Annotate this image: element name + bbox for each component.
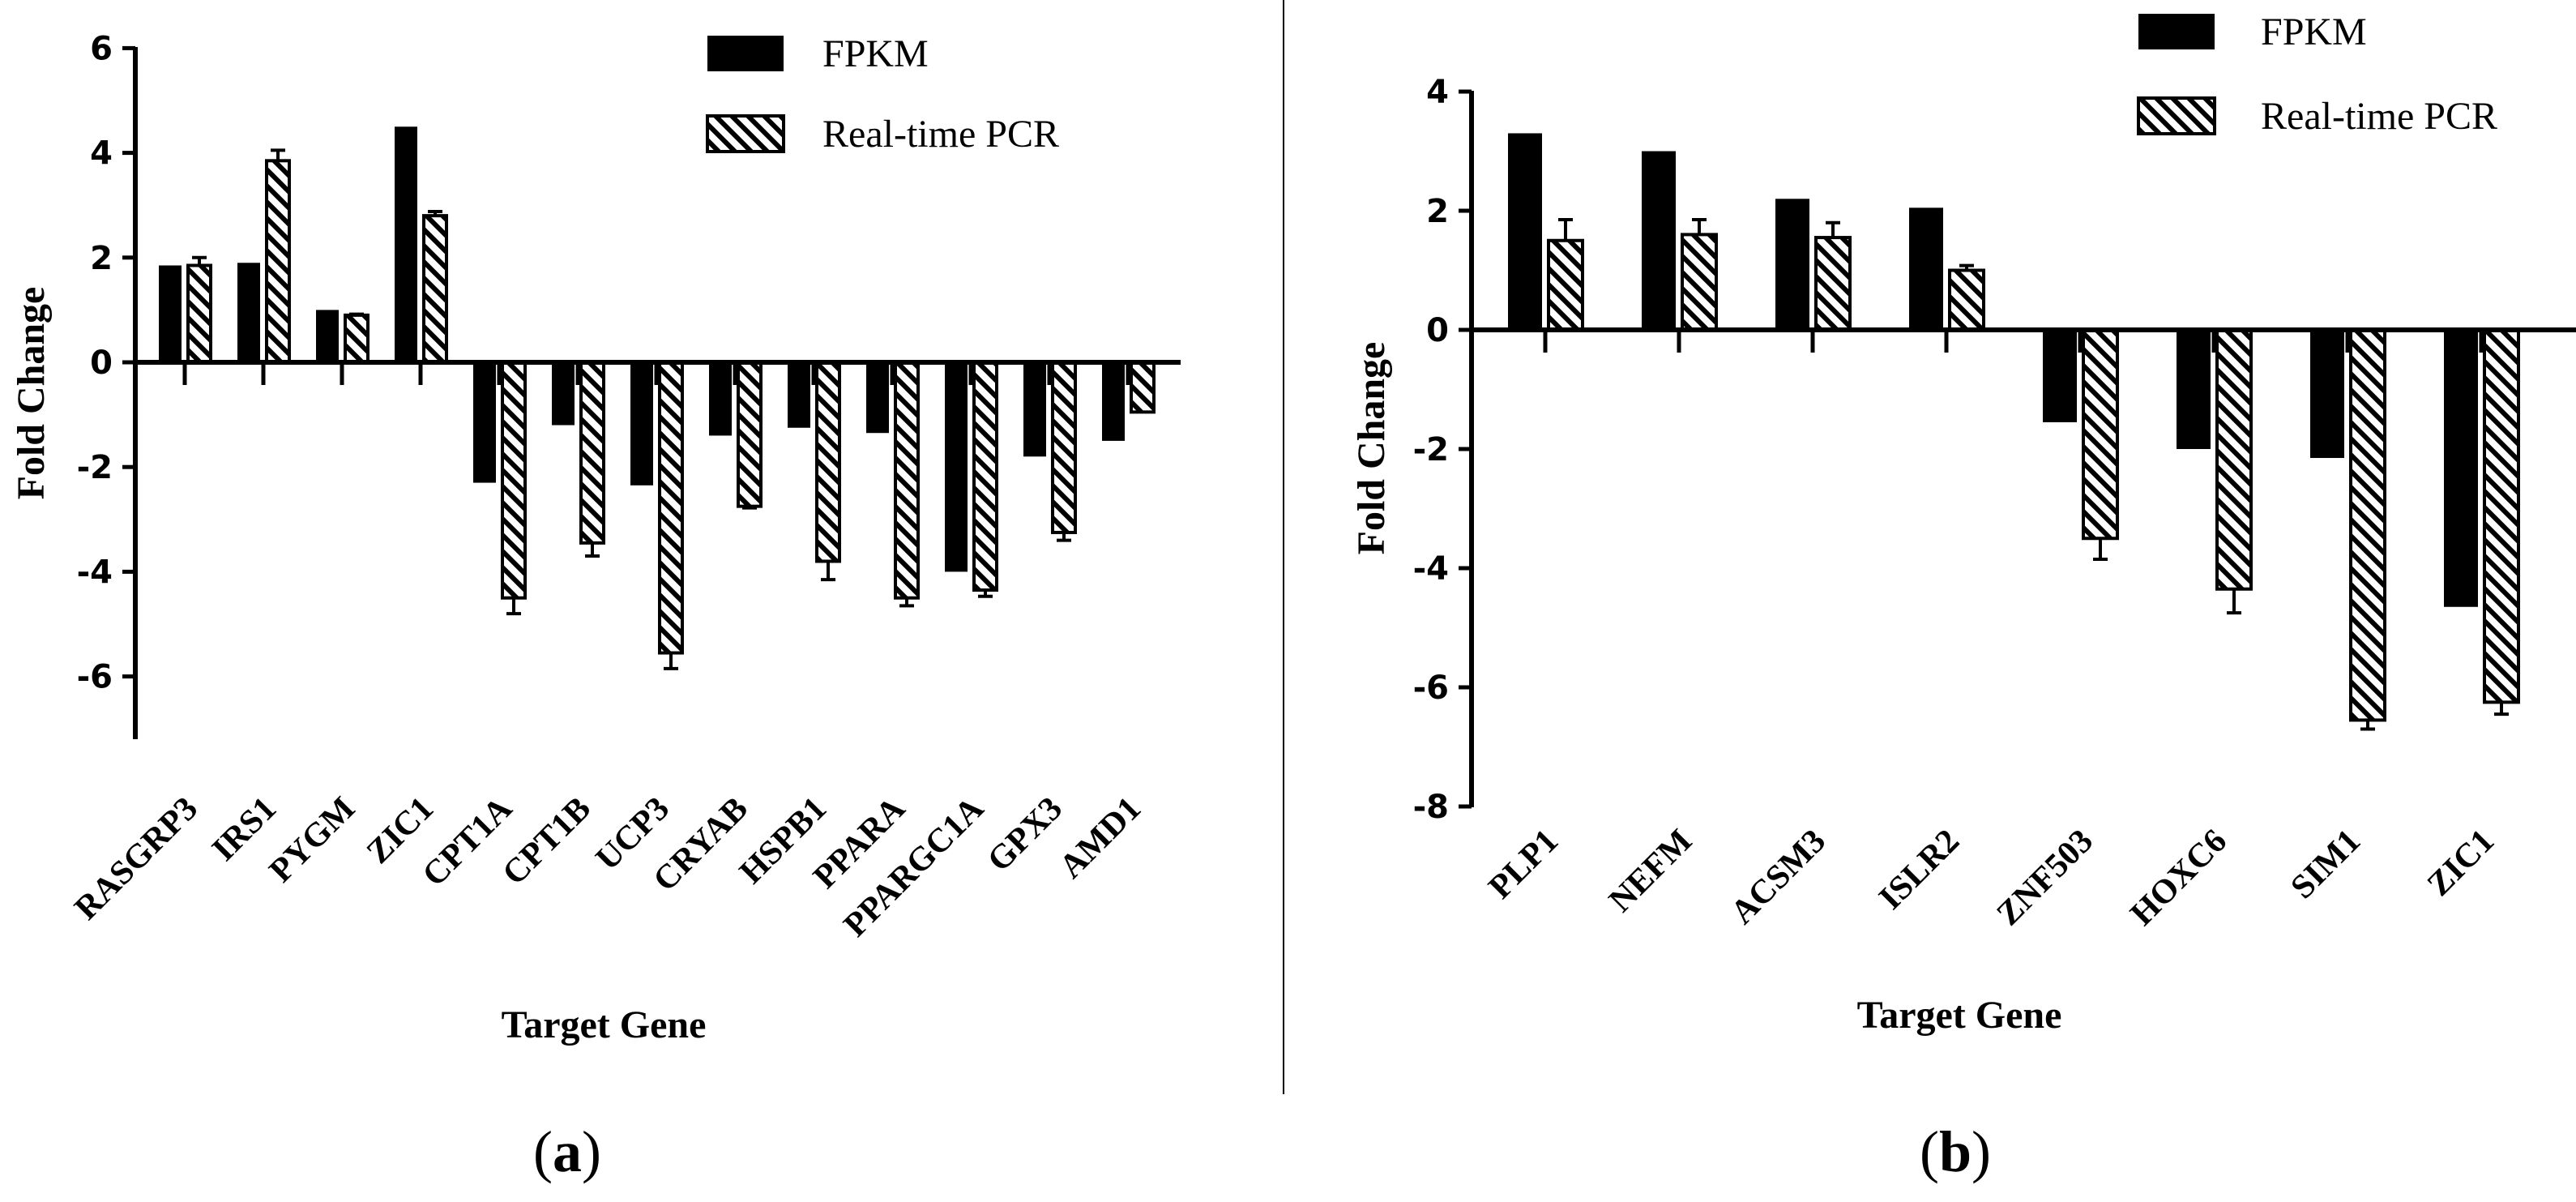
bar-real-time-pcr	[658, 361, 684, 655]
panel-a-y-axis-title: Fold Change	[10, 287, 53, 500]
bar-fpkm	[1023, 362, 1046, 457]
bar-real-time-pcr	[1681, 233, 1718, 332]
bar-real-time-pcr	[815, 361, 841, 563]
bar-fpkm	[1909, 207, 1943, 330]
y-tick-label: -4	[77, 554, 113, 591]
bar-real-time-pcr	[1547, 238, 1584, 332]
bar-real-time-pcr	[1814, 236, 1852, 332]
panel-b-y-axis-title: Fold Change	[1350, 342, 1393, 555]
y-tick-label: 4	[1426, 74, 1449, 111]
panel-a-legend-swatch-pcr	[706, 114, 785, 153]
panel-a-tag-letter: a	[553, 1119, 582, 1184]
bar-fpkm	[552, 362, 575, 426]
bar-real-time-pcr	[2082, 328, 2119, 541]
bar-real-time-pcr	[1948, 268, 1985, 332]
bar-real-time-pcr	[501, 361, 527, 600]
bar-fpkm	[2043, 330, 2077, 422]
y-tick-label: -6	[1413, 669, 1449, 707]
bar-fpkm	[2177, 330, 2211, 449]
bar-fpkm	[866, 362, 889, 434]
bar-fpkm	[945, 362, 968, 572]
category-label: ZIC1	[2420, 823, 2501, 904]
panel-b-bars	[1508, 133, 2520, 731]
panel-a-x-axis-title: Target Gene	[502, 1003, 707, 1046]
panel-a-legend-label-pcr: Real-time PCR	[822, 113, 1059, 156]
bar-fpkm	[1508, 133, 1542, 330]
panel-b-x-axis-title: Target Gene	[1857, 994, 2062, 1037]
bar-fpkm	[395, 126, 417, 363]
category-label: HOXC6	[2124, 823, 2234, 933]
bar-fpkm	[788, 362, 810, 428]
bar-fpkm	[709, 362, 732, 436]
panel-b-categories: PLP1 NEFM ACSM3 ISLR2 ZNF503 HOXC6 SIM1 ZIC1	[1482, 823, 2501, 933]
panel-a-bars	[159, 126, 1156, 670]
panel-b-legend-swatch-fpkm	[2138, 14, 2215, 49]
y-tick-label: 0	[1426, 312, 1449, 349]
bar-fpkm	[2310, 330, 2344, 459]
bar-real-time-pcr	[579, 361, 605, 545]
bar-real-time-pcr	[344, 313, 370, 364]
bar-fpkm	[1775, 199, 1809, 330]
panel-a-y-ticks: 6 4 2 0 -2 -4 -6	[77, 30, 135, 696]
bar-fpkm	[2444, 330, 2478, 607]
panel-a-legend-label-fpkm: FPKM	[822, 32, 929, 75]
bar-fpkm	[237, 263, 260, 362]
panel-b-legend: FPKM Real-time PCR	[2137, 11, 2497, 138]
bar-fpkm	[316, 310, 339, 362]
bar-fpkm	[159, 265, 182, 362]
category-label: RASGRP3	[68, 790, 205, 927]
y-tick-label: -6	[77, 659, 113, 696]
category-label: CPT1A	[416, 789, 520, 894]
y-tick-label: -4	[1413, 550, 1449, 588]
category-label: ZNF503	[1990, 823, 2100, 933]
y-tick-label: 2	[1426, 193, 1449, 230]
panel-b-y-ticks: 4 2 0 -2 -4 -6 -8	[1413, 74, 1472, 826]
bar-real-time-pcr	[1130, 361, 1156, 414]
bar-real-time-pcr	[737, 361, 763, 508]
category-label: AMD1	[1053, 790, 1148, 886]
y-tick-label: 0	[90, 344, 113, 382]
panel-b-legend-label-pcr: Real-time PCR	[2261, 95, 2497, 138]
category-label: ISLR2	[1872, 823, 1967, 918]
category-label: ACSM3	[1724, 823, 1833, 932]
y-tick-label: 6	[90, 30, 113, 67]
y-tick-label: -8	[1413, 789, 1449, 826]
category-label: SIM1	[2284, 823, 2368, 906]
panel-a-categories: RASGRP3 IRS1PYGMZIC1CPT1ACPT1BUCP3CRYABHS…	[68, 789, 1148, 944]
bar-real-time-pcr	[2349, 328, 2386, 722]
bar-fpkm	[1102, 362, 1125, 441]
bar-real-time-pcr	[972, 361, 998, 592]
y-tick-label: 2	[90, 240, 113, 277]
category-label: PYGM	[263, 790, 362, 890]
panel-a-legend-swatch-fpkm	[707, 36, 784, 71]
category-label: PLP1	[1482, 823, 1566, 906]
bar-fpkm	[630, 362, 653, 486]
y-tick-label: -2	[77, 449, 113, 486]
bar-real-time-pcr	[265, 159, 291, 364]
category-label: NEFM	[1602, 823, 1699, 920]
panel-b-tag: (b)	[1920, 1119, 1991, 1184]
bar-real-time-pcr	[894, 361, 920, 600]
bar-fpkm	[1642, 151, 1676, 330]
panel-b-legend-label-fpkm: FPKM	[2261, 11, 2367, 53]
y-tick-label: -2	[1413, 431, 1449, 468]
bar-real-time-pcr	[186, 263, 212, 364]
bar-real-time-pcr	[422, 214, 448, 364]
category-label: CPT1B	[495, 790, 598, 893]
bar-real-time-pcr	[2483, 328, 2520, 704]
panel-a-legend: FPKM Real-time PCR	[706, 32, 1059, 156]
panel-b-tag-letter: b	[1939, 1119, 1972, 1184]
bar-fpkm	[473, 362, 496, 483]
y-tick-label: 4	[90, 135, 113, 173]
panel-a-chart: 6 4 2 0 -2 -4 -6 RASGRP3 IRS1PYGMZIC1CPT1ACPT1B…	[10, 30, 1181, 1184]
category-label: GPX3	[980, 790, 1070, 879]
bar-real-time-pcr	[2215, 328, 2253, 591]
panel-a-tag: (a)	[533, 1119, 601, 1184]
panel-b-chart: 4 2 0 -2 -4 -6 -8 PLP1 NEFM ACSM3 ISLR2 ZNF503 HOXC…	[1350, 11, 2576, 1184]
panel-b-legend-swatch-pcr	[2137, 96, 2216, 135]
bar-real-time-pcr	[1051, 361, 1077, 534]
